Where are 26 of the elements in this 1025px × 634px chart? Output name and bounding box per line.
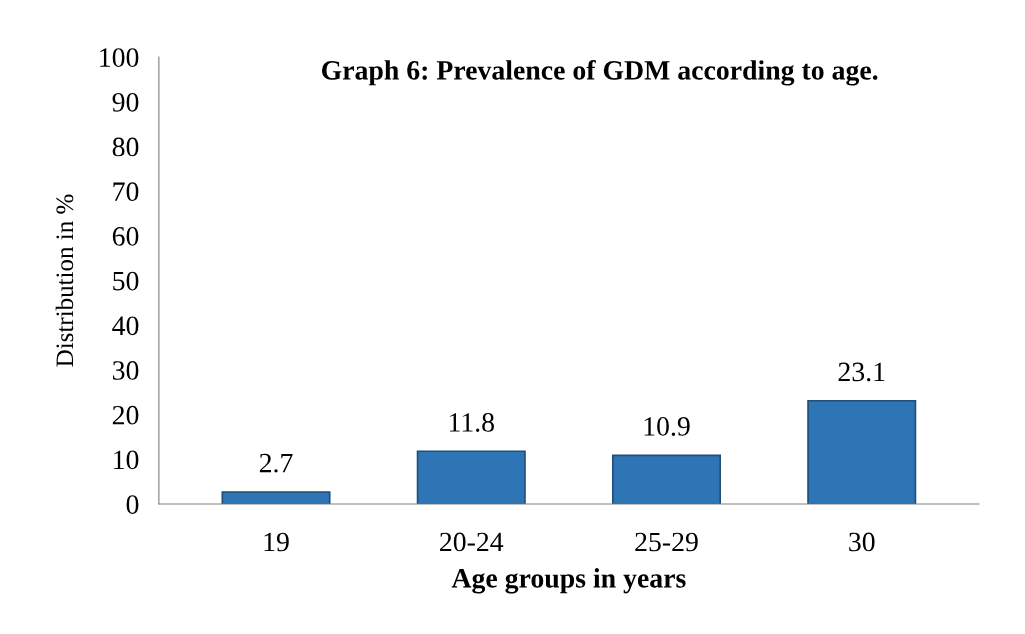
bar	[416, 450, 526, 505]
chart-title: Graph 6: Prevalence of GDM according to age.	[321, 59, 878, 86]
y-tick-label: 60	[112, 227, 139, 246]
y-tick-label: 90	[112, 92, 139, 112]
bar	[611, 454, 722, 505]
y-tick-label: 40	[112, 316, 139, 336]
x-tick-label: 20-24	[440, 532, 504, 552]
data-label: 23.1	[838, 362, 885, 382]
y-tick-label: 100	[100, 48, 139, 67]
data-label: 10.9	[644, 417, 690, 436]
y-tick-label: 80	[112, 137, 139, 157]
y-tick-label: 20	[112, 405, 139, 425]
y-axis-title: Distribution in %	[55, 194, 74, 367]
y-tick-label: 70	[113, 182, 139, 202]
y-tick-label: 0	[126, 495, 139, 514]
y-tick-label: 30	[112, 361, 139, 380]
y-tick-label: 10	[114, 450, 139, 470]
x-tick-label: 19	[264, 532, 289, 552]
x-axis-title: Age groups in years	[451, 568, 686, 594]
data-label: 11.8	[449, 413, 494, 432]
bar	[807, 399, 917, 505]
bar	[221, 491, 331, 505]
x-tick-label: 25-29	[635, 532, 698, 552]
x-tick-label: 30	[849, 532, 875, 552]
y-tick-label: 50	[113, 271, 139, 291]
data-label: 2.7	[259, 453, 293, 473]
